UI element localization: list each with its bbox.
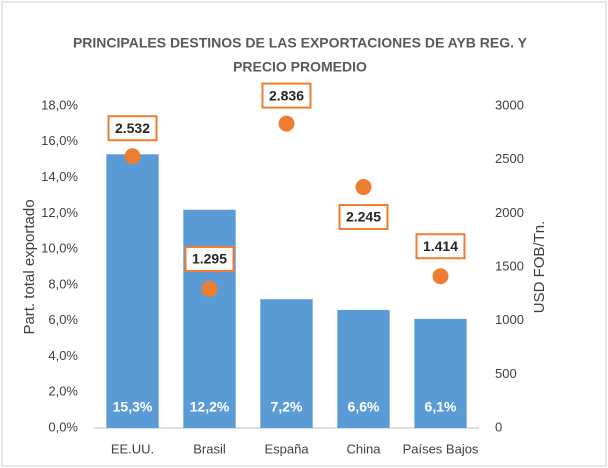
bar-value-label: 6,6% <box>348 399 380 415</box>
point <box>201 281 218 298</box>
point-label-box <box>107 115 158 142</box>
bar <box>106 154 159 429</box>
y2-tick-label: 2000 <box>495 205 524 220</box>
bar <box>337 309 390 428</box>
bar <box>414 318 467 428</box>
y2-tick-label: 0 <box>495 419 502 434</box>
point <box>124 148 141 165</box>
point <box>432 268 449 285</box>
bar-value-label: 7,2% <box>271 399 303 415</box>
y-tick-label: 6,0% <box>48 312 78 327</box>
point-value-label: 2.532 <box>115 120 150 136</box>
chart-title: PRINCIPALES DESTINOS DE LAS EXPORTACIONE… <box>73 35 528 51</box>
y-tick-label: 18,0% <box>41 97 78 112</box>
y-tick-label: 8,0% <box>48 276 78 291</box>
bar <box>260 299 313 428</box>
point-label-box <box>184 246 235 273</box>
point-value-label: 1.295 <box>192 251 227 267</box>
y-tick-label: 2,0% <box>48 384 78 399</box>
y-tick-label: 4,0% <box>48 348 78 363</box>
y2-tick-label: 1500 <box>495 258 524 273</box>
bar-value-label: 6,1% <box>425 399 457 415</box>
point <box>355 179 372 196</box>
point <box>278 115 295 132</box>
y2-tick-label: 500 <box>495 366 517 381</box>
y2-tick-label: 2500 <box>495 151 524 166</box>
y-tick-label: 16,0% <box>41 133 78 148</box>
y2-tick-label: 3000 <box>495 97 524 112</box>
y2-axis-label: USD FOB/Tn. <box>531 221 548 314</box>
x-tick-label: España <box>264 441 309 456</box>
y2-tick-label: 1000 <box>495 312 524 327</box>
y-tick-label: 14,0% <box>41 169 78 184</box>
point-value-label: 2.836 <box>269 87 304 103</box>
y-tick-label: 10,0% <box>41 241 78 256</box>
chart-title: PRECIO PROMEDIO <box>233 59 367 75</box>
bar <box>183 209 236 428</box>
point-value-label: 1.414 <box>423 238 458 254</box>
point-label-box <box>415 233 466 260</box>
x-tick-label: EE.UU. <box>111 441 154 456</box>
point-label-box <box>338 204 389 231</box>
x-tick-label: Brasil <box>193 441 226 456</box>
x-tick-label: Países Bajos <box>403 441 479 456</box>
point-value-label: 2.245 <box>346 209 381 225</box>
y-tick-label: 0,0% <box>48 419 78 434</box>
bar-value-label: 15,3% <box>113 399 153 415</box>
y-axis-label: Part. total exportado <box>21 199 38 334</box>
y-tick-label: 12,0% <box>41 205 78 220</box>
bar-value-label: 12,2% <box>190 399 230 415</box>
point-label-box <box>261 82 312 109</box>
x-tick-label: China <box>347 441 382 456</box>
